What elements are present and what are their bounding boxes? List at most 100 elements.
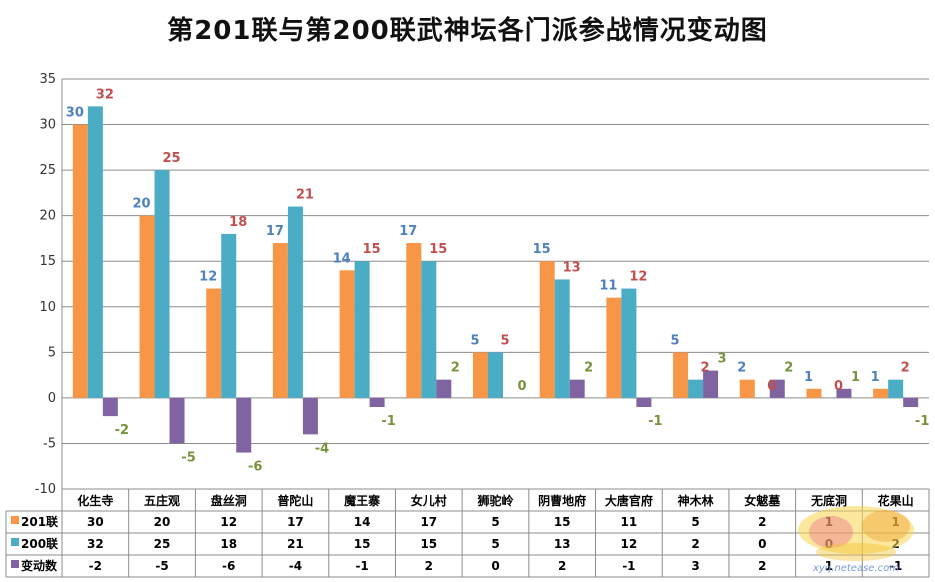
bar-2 xyxy=(688,379,704,398)
table-cell: 21 xyxy=(287,537,304,551)
category-label: 阴曹地府 xyxy=(538,493,586,508)
data-label: 3 xyxy=(718,352,727,367)
data-label: 2 xyxy=(784,361,793,376)
bar-2 xyxy=(488,352,503,398)
table-cell: 5 xyxy=(691,515,699,529)
data-label: 1 xyxy=(851,370,860,385)
category-label: 花果山 xyxy=(878,493,914,508)
data-label: 15 xyxy=(363,242,381,257)
data-label: 5 xyxy=(470,333,479,348)
data-label: 2 xyxy=(737,361,746,376)
data-label: 2 xyxy=(451,361,460,376)
legend-key-2 xyxy=(11,538,19,546)
bar-1 xyxy=(606,297,622,398)
table-cell: -1 xyxy=(622,559,635,573)
chart-title: 第201联与第200联武神坛各门派参战情况变动图 xyxy=(167,16,768,46)
bar-3 xyxy=(436,379,452,398)
table-cell: 12 xyxy=(220,515,237,529)
y-tick-label: 20 xyxy=(39,209,56,224)
table-cell: 0 xyxy=(758,537,766,551)
category-label: 魔王寨 xyxy=(344,493,380,508)
data-label: 11 xyxy=(599,279,617,294)
series-name: 201联 xyxy=(21,515,58,529)
y-tick-label: 10 xyxy=(39,300,56,315)
category-label: 女魃墓 xyxy=(744,493,781,508)
table-cell: 0 xyxy=(491,559,499,573)
bar-3 xyxy=(903,397,919,407)
data-label: 0 xyxy=(517,379,526,394)
bar-3 xyxy=(236,397,252,453)
bar-2 xyxy=(221,233,237,398)
data-label: -5 xyxy=(181,450,195,465)
y-tick-label: 35 xyxy=(39,72,56,87)
data-label: 1 xyxy=(804,370,813,385)
bar-1 xyxy=(139,215,155,398)
data-label: 14 xyxy=(333,251,351,266)
bar-1 xyxy=(739,379,755,398)
table-cell: 11 xyxy=(621,515,638,529)
bar-1 xyxy=(473,352,488,398)
data-label: -1 xyxy=(915,414,929,429)
data-label: 2 xyxy=(901,361,910,376)
data-label: -1 xyxy=(648,414,662,429)
data-label: 15 xyxy=(533,242,551,257)
data-label: 1 xyxy=(871,370,880,385)
bar-1 xyxy=(873,388,889,398)
bar-3 xyxy=(769,379,785,398)
y-tick-label: 5 xyxy=(48,345,56,360)
bar-1 xyxy=(72,124,88,398)
bar-2 xyxy=(87,106,103,398)
table-cell: 17 xyxy=(420,515,437,529)
bar-2 xyxy=(154,170,170,398)
table-cell: 30 xyxy=(87,515,104,529)
data-label: 5 xyxy=(500,333,509,348)
bar-2 xyxy=(421,261,437,398)
bar-1 xyxy=(539,261,555,398)
y-tick-label: 0 xyxy=(48,391,56,406)
data-label: -6 xyxy=(248,460,262,475)
gridlines xyxy=(62,78,929,490)
bar-3 xyxy=(169,397,185,444)
y-axis: 35 30 25 20 15 10 5 0 -5 -10 xyxy=(35,72,63,497)
data-label: 2 xyxy=(584,361,593,376)
category-label: 无底洞 xyxy=(810,493,847,508)
table-cell: 15 xyxy=(420,537,437,551)
series-name: 200联 xyxy=(21,537,58,551)
data-label: 17 xyxy=(399,224,417,239)
bar-3 xyxy=(836,388,852,398)
category-label: 普陀山 xyxy=(277,493,313,508)
category-label: 女儿村 xyxy=(411,493,447,508)
table-cell: 5 xyxy=(491,537,499,551)
legend-key-1 xyxy=(11,516,19,524)
bar-1 xyxy=(806,388,822,398)
y-tick-label: 15 xyxy=(39,254,56,269)
table-cell: 0 xyxy=(825,537,833,551)
category-label: 狮驼岭 xyxy=(476,493,513,508)
table-cell: 20 xyxy=(154,515,171,529)
bar-3 xyxy=(636,397,652,407)
table-cell: -4 xyxy=(289,559,302,573)
table-cell: 17 xyxy=(287,515,304,529)
bar-3 xyxy=(703,370,719,398)
table-cell: 2 xyxy=(758,515,766,529)
data-label: 13 xyxy=(563,260,581,275)
table-cell: -1 xyxy=(889,559,902,573)
table-cell: 13 xyxy=(554,537,571,551)
table-cell: 2 xyxy=(891,537,899,551)
data-label: 17 xyxy=(266,224,284,239)
table-cell: 1 xyxy=(825,515,833,529)
table-cell: 25 xyxy=(154,537,171,551)
category-label: 五庄观 xyxy=(144,493,180,508)
bar-1 xyxy=(406,243,422,398)
table-cell: 3 xyxy=(691,559,699,573)
bar-2 xyxy=(621,288,637,398)
bar-2 xyxy=(888,379,904,398)
data-label: 25 xyxy=(162,151,180,166)
category-label: 大唐官府 xyxy=(605,493,653,508)
bar-3 xyxy=(102,397,118,417)
table-cell: 2 xyxy=(691,537,699,551)
bar-3 xyxy=(302,397,318,435)
table-cell: 5 xyxy=(491,515,499,529)
bar-1 xyxy=(272,243,288,398)
